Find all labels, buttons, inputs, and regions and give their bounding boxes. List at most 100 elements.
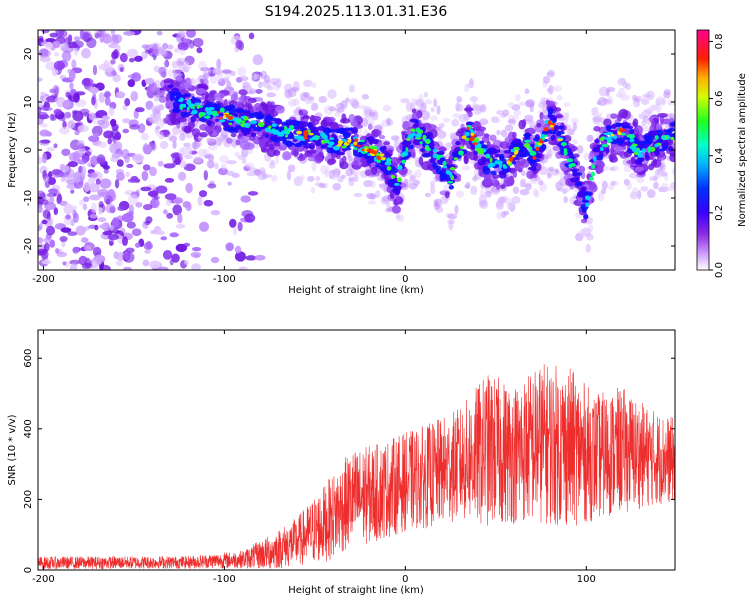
heatmap-cell <box>72 150 81 162</box>
heatmap-cell <box>111 217 120 228</box>
heatmap-cell <box>140 132 149 141</box>
heatmap-cell <box>38 222 43 230</box>
heatmap-cell <box>604 137 612 141</box>
heatmap-cell <box>503 176 512 184</box>
heatmap-cell <box>401 140 411 147</box>
heatmap-cell <box>92 64 98 76</box>
heatmap-cell <box>546 100 556 107</box>
heatmap-cell <box>152 107 157 117</box>
heatmap-cell <box>603 132 610 136</box>
heatmap-cell <box>641 140 650 146</box>
heatmap-cell <box>59 235 68 242</box>
heatmap-cell <box>669 152 675 163</box>
heatmap-cell <box>543 127 549 132</box>
heatmap-cell <box>176 117 188 123</box>
heatmap-cell <box>98 200 104 209</box>
heatmap-cell <box>191 99 196 105</box>
heatmap-cell <box>248 105 255 113</box>
heatmap-cell <box>518 101 527 106</box>
heatmap-cell <box>346 149 352 158</box>
heatmap-cell <box>667 145 674 152</box>
heatmap-cell <box>121 236 128 247</box>
heatmap-cell <box>549 115 555 119</box>
heatmap-cell <box>501 195 509 204</box>
y-tick-label: 200 <box>23 490 34 509</box>
heatmap-cell <box>323 134 328 141</box>
heatmap-cell <box>199 190 208 198</box>
heatmap-cell <box>104 96 111 106</box>
heatmap-cell <box>143 203 153 211</box>
heatmap-cell <box>68 69 76 81</box>
heatmap-cell <box>455 140 461 146</box>
heatmap-cell <box>449 131 458 140</box>
heatmap-cell <box>456 96 463 103</box>
heatmap-cell <box>555 114 564 119</box>
heatmap-cell <box>135 201 143 208</box>
heatmap-cell <box>337 127 346 134</box>
heatmap-cell <box>595 155 603 161</box>
heatmap-cell <box>512 139 521 144</box>
heatmap-cell <box>102 165 111 170</box>
heatmap-cell <box>114 178 120 189</box>
heatmap-cell <box>557 138 563 142</box>
heatmap-cell <box>292 120 300 127</box>
heatmap-cell <box>556 94 563 101</box>
heatmap-cell <box>324 139 330 144</box>
colorbar-ticks: 0.0 0.2 0.4 0.6 0.8 <box>709 33 725 278</box>
heatmap-cell <box>263 74 271 84</box>
heatmap-cell <box>651 119 656 128</box>
heatmap-cell <box>572 122 577 132</box>
heatmap-cell <box>378 165 387 170</box>
heatmap-cell <box>311 82 317 89</box>
heatmap-cell <box>38 48 49 58</box>
heatmap-cell <box>348 84 355 93</box>
heatmap-cell <box>81 48 91 59</box>
heatmap-cell <box>137 123 146 134</box>
heatmap-cell <box>171 60 179 69</box>
heatmap-cell <box>225 160 237 165</box>
heatmap-cell <box>420 102 427 113</box>
heatmap-cell <box>152 47 163 57</box>
heatmap-cell <box>602 98 612 105</box>
heatmap-cell <box>297 135 304 141</box>
heatmap-cell <box>344 97 351 103</box>
heatmap-cell <box>540 143 547 151</box>
heatmap-cell <box>385 198 391 208</box>
heatmap-cell <box>271 175 278 182</box>
heatmap-cell <box>320 139 326 145</box>
heatmap-cell <box>299 152 304 159</box>
heatmap-cell <box>266 92 277 98</box>
heatmap-cell <box>336 107 345 113</box>
heatmap-cell <box>164 177 175 183</box>
heatmap-cell <box>513 110 522 116</box>
heatmap-cell <box>114 131 122 141</box>
heatmap-cell <box>591 164 596 169</box>
heatmap-cell <box>187 121 196 129</box>
heatmap-cell <box>105 198 111 205</box>
heatmap-cell <box>632 94 637 102</box>
heatmap-cell <box>489 157 493 163</box>
heatmap-cell <box>435 172 441 181</box>
heatmap-cell <box>338 134 343 140</box>
heatmap-cell <box>219 155 229 163</box>
heatmap-cell <box>540 133 545 139</box>
heatmap-cell <box>83 196 90 203</box>
heatmap-cell <box>67 231 78 236</box>
heatmap-cell <box>560 142 567 147</box>
heatmap-cell <box>628 134 635 139</box>
heatmap-cell <box>430 180 435 187</box>
heatmap-cell <box>218 134 225 143</box>
heatmap-cell <box>91 96 96 106</box>
heatmap-cell <box>512 186 520 194</box>
heatmap-cell <box>99 178 112 189</box>
heatmap-cell <box>498 160 503 166</box>
heatmap-cell <box>212 130 218 137</box>
heatmap-cell <box>169 135 178 142</box>
heatmap-cell <box>43 176 50 183</box>
heatmap-cell <box>578 228 587 238</box>
heatmap-cell <box>506 160 511 165</box>
heatmap-cell <box>155 185 168 194</box>
heatmap-cell <box>671 167 675 176</box>
heatmap-cell <box>563 170 569 175</box>
heatmap-cell <box>259 167 266 176</box>
